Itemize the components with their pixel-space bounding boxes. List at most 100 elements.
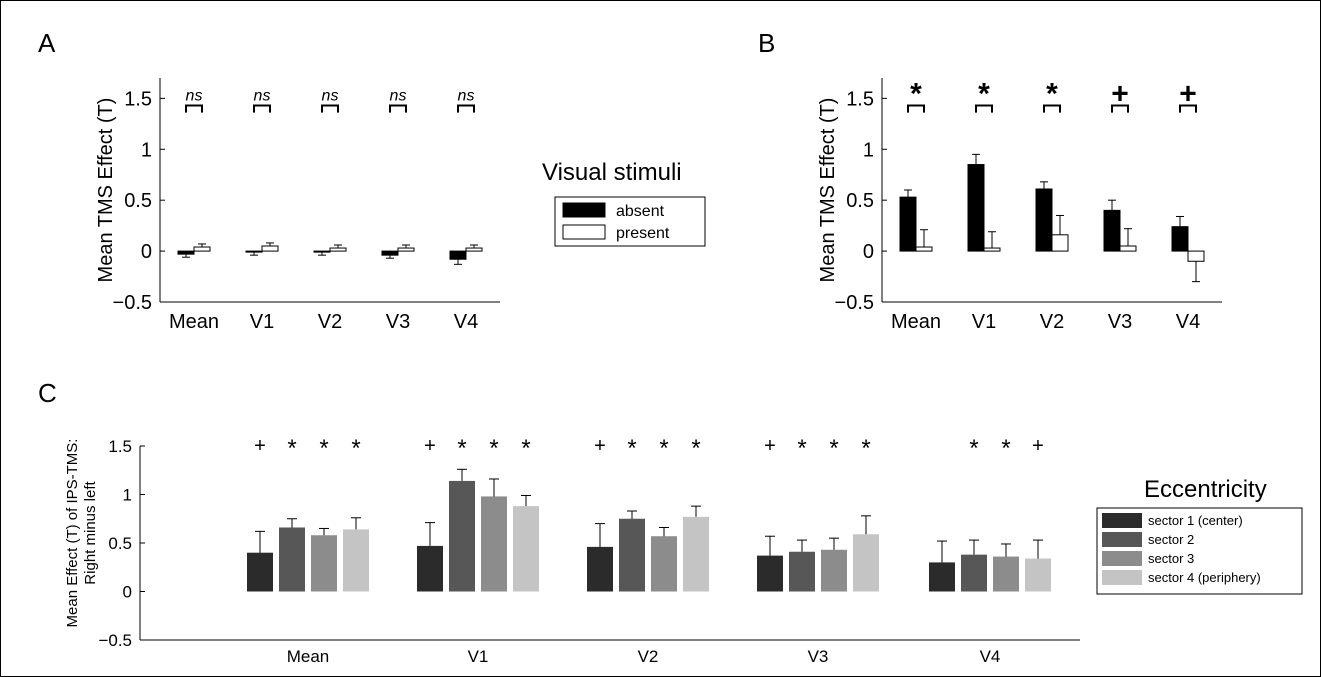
significance-mark: *	[287, 435, 296, 462]
y-axis-label: Mean TMS Effect (T)	[95, 98, 117, 283]
x-tick-label: V2	[318, 311, 342, 333]
legend-swatch-sector-3	[1102, 551, 1142, 566]
x-tick-label: V4	[454, 311, 478, 333]
panel-label-c: C	[38, 378, 57, 408]
significance-mark: ns	[390, 87, 407, 104]
bar-sector-3	[651, 536, 677, 592]
x-tick-label: V2	[1040, 311, 1064, 333]
significance-mark: *	[797, 435, 806, 462]
significance-mark: *	[489, 435, 498, 462]
significance-bracket	[975, 104, 993, 113]
bar-absent	[449, 250, 467, 260]
y-tick-label: 0.5	[846, 190, 874, 212]
legend-label-sector-1: sector 1 (center)	[1148, 513, 1243, 528]
legend-swatch-absent	[562, 202, 606, 218]
legend-label-sector-3: sector 3	[1148, 551, 1194, 566]
x-tick-label: V4	[980, 647, 1001, 666]
bar-sector-3	[821, 549, 847, 592]
significance-mark: +	[254, 435, 266, 457]
bar-sector-2	[789, 551, 815, 592]
bar-sector-1	[587, 546, 613, 592]
significance-mark: ns	[458, 87, 475, 104]
bar-sector-1	[929, 562, 955, 592]
significance-mark: *	[910, 77, 922, 110]
y-axis-label: Mean TMS Effect (T)	[817, 98, 839, 283]
significance-mark: *	[659, 435, 668, 462]
significance-mark: +	[1179, 77, 1197, 110]
legend-label-present: present	[616, 225, 670, 242]
significance-mark: ns	[322, 87, 339, 104]
visual-legend-title: Visual stimuli	[542, 159, 682, 186]
significance-bracket	[253, 104, 271, 113]
bar-absent	[1103, 209, 1121, 252]
panel-a-chart: −0.5 0 0.5 1 1.5 Mean TMS Effect (T) Mean ns V1 n…	[95, 78, 500, 333]
y-tick-label: 0.5	[124, 190, 152, 212]
significance-mark: *	[969, 435, 978, 462]
bar-absent	[313, 250, 331, 253]
legend-label-absent: absent	[616, 203, 665, 220]
significance-mark: *	[627, 435, 636, 462]
bar-absent	[1171, 226, 1189, 252]
bar-sector-2	[619, 518, 645, 592]
bar-present	[193, 246, 211, 252]
x-tick-label: V4	[1176, 311, 1200, 333]
significance-mark: *	[691, 435, 700, 462]
bar-sector-4	[683, 516, 709, 592]
bar-present	[261, 245, 279, 252]
bar-sector-3	[481, 496, 507, 592]
legend-swatch-sector-4	[1102, 570, 1142, 585]
significance-bracket	[1043, 104, 1061, 113]
significance-mark: *	[861, 435, 870, 462]
panel-label-b: B	[758, 28, 775, 58]
bar-absent	[381, 250, 399, 256]
y-tick-label: −0.5	[98, 631, 132, 650]
bar-present	[983, 247, 1001, 252]
x-tick-label: V3	[808, 647, 829, 666]
bar-sector-3	[993, 556, 1019, 592]
panel-b-chart: −0.5 0 0.5 1 1.5 Mean TMS Effect (T) Mean * V1 * V…	[817, 77, 1222, 333]
y-axis-label: Mean Effect (T) of IPS-TMS:	[64, 439, 81, 628]
panel-label-a: A	[38, 28, 56, 58]
y-tick-label: 1	[123, 486, 132, 505]
bar-absent	[1035, 188, 1053, 252]
bar-sector-1	[247, 552, 273, 592]
x-tick-label: V1	[972, 311, 996, 333]
bar-present	[1051, 234, 1069, 252]
significance-mark: *	[457, 435, 466, 462]
bar-sector-4	[513, 506, 539, 592]
x-tick-label: Mean	[169, 311, 219, 333]
eccentricity-legend: Eccentricity sector 1 (center) sector 2 …	[1096, 476, 1303, 595]
y-tick-label: 1.5	[846, 88, 874, 110]
significance-mark: +	[594, 435, 606, 457]
bar-present	[1119, 245, 1137, 252]
significance-bracket	[457, 104, 475, 113]
y-tick-label: −0.5	[113, 292, 152, 314]
bar-absent	[899, 196, 917, 252]
x-tick-label: Mean	[287, 647, 330, 666]
x-tick-label: V3	[386, 311, 410, 333]
significance-bracket	[321, 104, 339, 113]
significance-mark: *	[1001, 435, 1010, 462]
bar-sector-4	[853, 534, 879, 592]
legend-label-sector-4: sector 4 (periphery)	[1148, 570, 1261, 585]
y-axis-label-line-2: Right minus left	[82, 480, 99, 584]
x-tick-label: V1	[468, 647, 489, 666]
bar-present	[915, 246, 933, 252]
significance-mark: ns	[254, 87, 271, 104]
bar-sector-3	[311, 535, 337, 592]
significance-bracket	[1179, 104, 1197, 113]
x-tick-label: V1	[250, 311, 274, 333]
significance-mark: *	[1046, 77, 1058, 110]
bar-sector-2	[961, 554, 987, 592]
bar-absent	[967, 164, 985, 252]
bar-sector-2	[449, 480, 475, 592]
significance-bracket	[389, 104, 407, 113]
y-tick-label: −0.5	[835, 292, 874, 314]
ecc-legend-title: Eccentricity	[1144, 476, 1267, 503]
x-tick-label: V2	[638, 647, 659, 666]
x-tick-label: Mean	[891, 311, 941, 333]
bar-present	[329, 247, 347, 252]
visual-stimuli-legend: Visual stimuli absent present	[542, 159, 706, 247]
significance-mark: +	[1032, 435, 1044, 457]
